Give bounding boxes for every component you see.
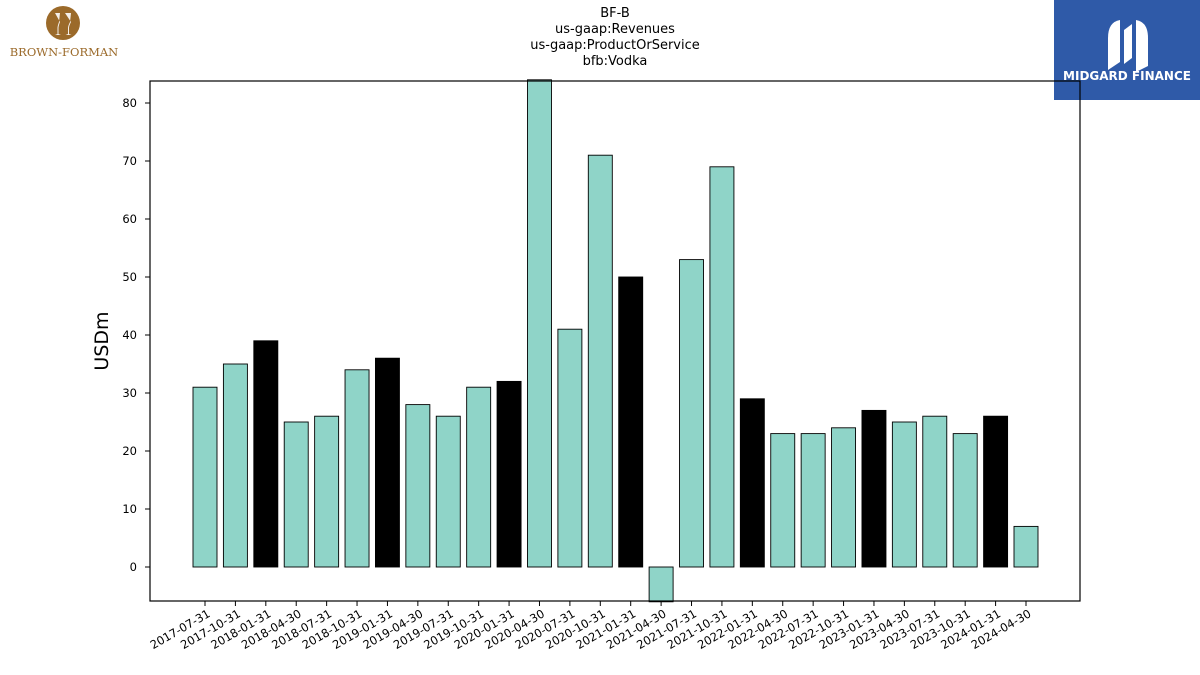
chart-title-line: bfb:Vodka: [582, 54, 648, 69]
bar-2022-01-31: [739, 398, 765, 568]
bar-2020-04-30: [527, 79, 552, 568]
y-tick-label: 60: [122, 212, 137, 226]
bar-2021-07-31: [679, 259, 704, 568]
bars-layer: [192, 79, 1039, 603]
chart-title: BF-B us-gaap:Revenues us-gaap:ProductOrSer…: [450, 6, 780, 70]
brown-forman-logo-text: BROWN-FORMAN: [10, 45, 119, 59]
bar-2021-01-31: [618, 276, 644, 568]
bar-2019-04-30: [405, 404, 431, 568]
y-axis-label: USDm: [91, 311, 113, 370]
bar-2019-10-31: [466, 386, 492, 568]
bar-2018-10-31: [344, 369, 370, 568]
y-tick-label: 20: [122, 444, 137, 458]
chart-title-line: us-gaap:Revenues: [555, 22, 675, 37]
bar-2023-10-31: [952, 433, 978, 568]
plot-frame: [149, 80, 1081, 602]
bar-2021-04-30: [648, 566, 674, 603]
bar-2023-07-31: [922, 415, 948, 568]
bar-2022-04-30: [770, 433, 796, 568]
y-tick-label: 0: [130, 560, 137, 574]
bar-2018-07-31: [314, 415, 340, 568]
y-tick-label: 40: [122, 328, 137, 342]
y-tick-label: 10: [122, 502, 137, 516]
bar-2022-07-31: [800, 433, 826, 568]
bar-2017-10-31: [222, 363, 248, 568]
bar-2020-01-31: [496, 380, 522, 568]
chart-title-line: BF-B: [600, 6, 630, 21]
bar-2020-07-31: [557, 328, 583, 568]
bar-2020-10-31: [587, 154, 613, 568]
bar-2021-10-31: [709, 166, 735, 568]
bar-2018-01-31: [253, 340, 279, 568]
midgard-finance-logo: MIDGARD FINANCE: [1054, 0, 1200, 100]
midgard-finance-logo-text: MIDGARD FINANCE: [1063, 69, 1191, 83]
bar-2019-07-31: [435, 415, 461, 568]
bar-2023-01-31: [861, 409, 887, 568]
y-tick-label: 30: [122, 386, 137, 400]
bar-2017-07-31: [192, 386, 218, 568]
y-tick-label: 70: [122, 154, 137, 168]
chart-title-line: us-gaap:ProductOrService: [530, 38, 700, 53]
bar-2018-04-30: [283, 421, 309, 568]
bar-2024-04-30: [1013, 525, 1039, 568]
y-tick-label: 50: [122, 270, 137, 284]
bar-2022-10-31: [831, 427, 857, 568]
y-tick-label: 80: [122, 96, 137, 110]
bar-2024-01-31: [983, 415, 1009, 568]
bar-2019-01-31: [374, 357, 400, 568]
brown-forman-logo: BROWN-FORMAN: [4, 4, 124, 62]
bar-2023-04-30: [891, 421, 917, 568]
